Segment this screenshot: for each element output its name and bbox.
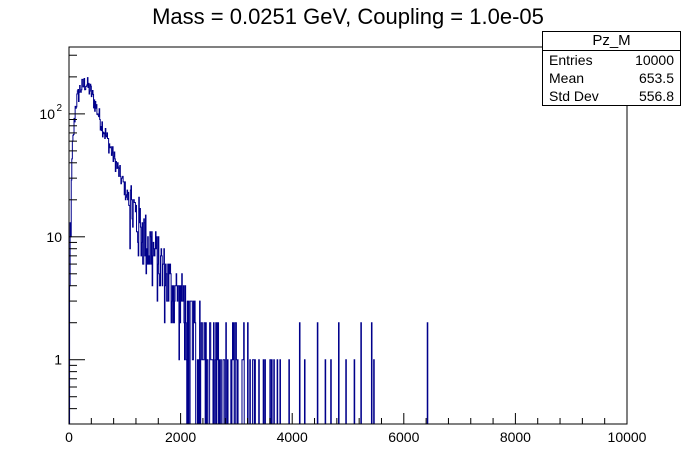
- stats-row-entries: Entries 10000: [543, 51, 680, 69]
- stats-row-mean: Mean 653.5: [543, 69, 680, 87]
- histogram-bin: [370, 322, 373, 424]
- histogram-bin: [373, 359, 375, 424]
- histogram-bin: [360, 322, 362, 424]
- x-tick-label: 6000: [388, 429, 419, 445]
- histogram-bin: [353, 359, 356, 424]
- y-tick-label: 10: [46, 229, 62, 245]
- y-tick-label: 1: [54, 352, 62, 368]
- stats-label: Mean: [549, 70, 585, 86]
- histogram-bin: [316, 322, 319, 424]
- x-tick-label: 8000: [500, 429, 531, 445]
- stats-box-name: Pz_M: [543, 32, 680, 51]
- histogram-bin: [345, 359, 347, 424]
- stats-value: 556.8: [638, 88, 674, 104]
- histogram-bin: [330, 359, 332, 424]
- y-tick-exponent: 2: [56, 103, 62, 114]
- stats-label: Entries: [549, 52, 593, 68]
- histogram-bin: [303, 359, 306, 424]
- histogram-bin: [298, 322, 301, 424]
- histogram-series: [69, 77, 293, 425]
- stats-value: 653.5: [638, 70, 674, 86]
- chart-title: Mass = 0.0251 GeV, Coupling = 1.0e-05: [152, 4, 544, 29]
- histogram-bin: [324, 359, 327, 424]
- x-tick-label: 4000: [277, 429, 308, 445]
- x-tick-label: 0: [65, 429, 73, 445]
- x-tick-label: 10000: [608, 429, 647, 445]
- y-tick-label: 10: [39, 106, 55, 122]
- plot-frame: [68, 46, 628, 425]
- histogram-bin: [426, 322, 429, 424]
- stats-row-stddev: Std Dev 556.8: [543, 87, 680, 105]
- stats-box: Pz_M Entries 10000 Mean 653.5 Std Dev 55…: [542, 31, 681, 106]
- stats-value: 10000: [635, 52, 674, 68]
- histogram-bin: [338, 322, 340, 424]
- stats-label: Std Dev: [549, 88, 599, 104]
- x-tick-label: 2000: [165, 429, 196, 445]
